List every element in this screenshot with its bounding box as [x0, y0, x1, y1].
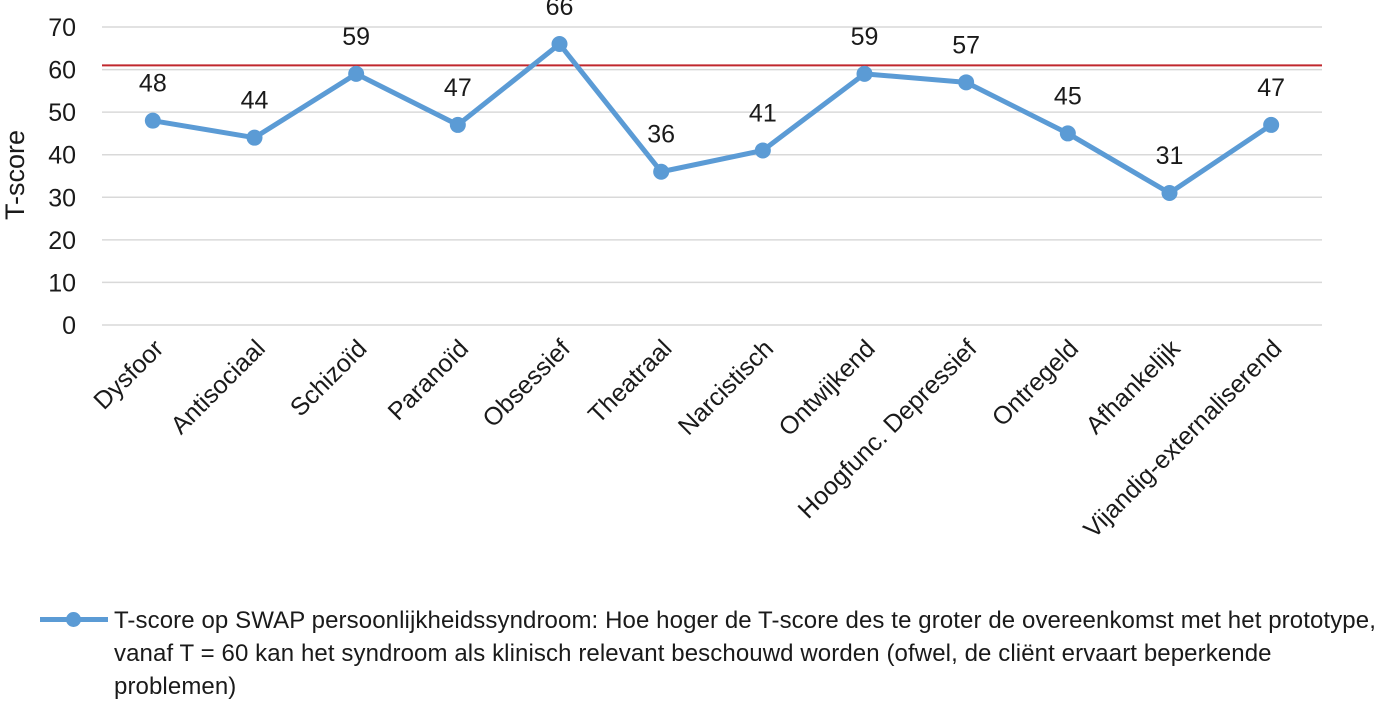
y-axis-title: T-score	[0, 130, 30, 220]
data-point	[1263, 116, 1280, 133]
x-tick-label: Schizoïd	[285, 334, 373, 422]
series-line	[144, 36, 1280, 202]
data-label: 45	[1054, 82, 1082, 110]
x-tick-label: Theatraal	[583, 334, 677, 428]
x-tick-label: Dysfoor	[88, 334, 169, 415]
series-polyline	[150, 41, 1274, 196]
data-point	[653, 163, 670, 180]
data-point	[449, 116, 466, 133]
x-tick-label: Ontregeld	[987, 334, 1084, 431]
x-tick-label: Afhankelijk	[1080, 334, 1186, 440]
data-label: 47	[1257, 74, 1285, 102]
x-tick-label: Narcistisch	[673, 334, 779, 440]
legend: T-score op SWAP persoonlijkheidssyndroom…	[40, 604, 1380, 703]
y-axis-ticks: 0 10 20 30 40 50 60 70	[48, 14, 76, 340]
data-point	[958, 74, 975, 91]
y-tick-label: 30	[48, 184, 76, 212]
y-tick-label: 0	[62, 312, 76, 340]
x-tick-label: Paranoïd	[383, 334, 475, 426]
data-label: 59	[851, 23, 879, 51]
data-label: 47	[444, 74, 472, 102]
data-point	[144, 112, 161, 129]
y-tick-label: 50	[48, 99, 76, 127]
data-label: 48	[139, 70, 167, 98]
data-label: 31	[1156, 142, 1184, 170]
data-label: 57	[952, 31, 980, 59]
data-label: 66	[546, 0, 574, 21]
x-tick-label: Antisociaal	[165, 334, 270, 439]
x-tick-label: Vijandig-externaliserend	[1078, 334, 1287, 543]
x-tick-label: Ontwijkend	[773, 334, 880, 441]
data-label: 41	[749, 99, 777, 127]
data-point	[246, 129, 263, 146]
x-tick-label: Obsessief	[477, 334, 575, 432]
data-point	[348, 65, 365, 82]
legend-series-label: T-score op SWAP persoonlijkheidssyndroom…	[114, 607, 1376, 700]
data-labels: 48 44 59 47 66 36 41 59 57 45 31 47	[139, 0, 1285, 170]
y-tick-label: 70	[48, 14, 76, 42]
legend-series-swatch	[40, 604, 108, 634]
x-tick-label: Hoogfunc. Depressief	[793, 334, 983, 524]
y-tick-label: 60	[48, 57, 76, 85]
data-point	[551, 36, 568, 53]
y-tick-label: 20	[48, 227, 76, 255]
data-label: 44	[241, 87, 269, 115]
legend-swatch-marker	[66, 612, 81, 627]
gridlines	[102, 26, 1322, 326]
data-label: 36	[647, 121, 675, 149]
y-tick-label: 10	[48, 269, 76, 297]
data-point	[856, 65, 873, 82]
data-point	[1161, 185, 1178, 202]
data-point	[1059, 125, 1076, 142]
data-point	[754, 142, 771, 159]
y-tick-label: 40	[48, 142, 76, 170]
data-label: 59	[342, 23, 370, 51]
